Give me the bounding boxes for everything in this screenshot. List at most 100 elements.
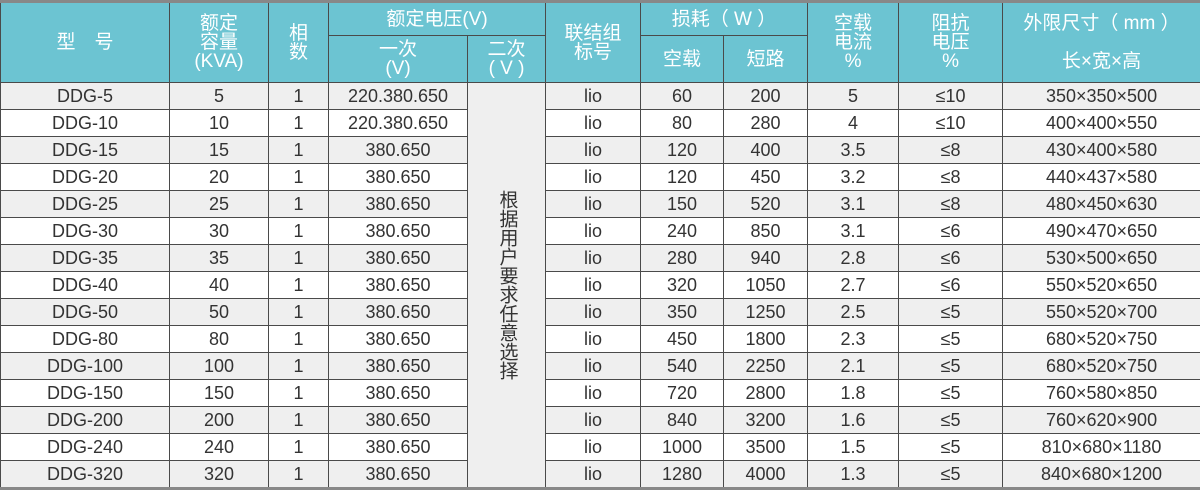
header-voltage: 额定电压(V) [329,2,546,36]
cell-primary-voltage: 380.650 [329,218,468,245]
cell-primary-voltage: 380.650 [329,434,468,461]
cell-loss-short: 1050 [724,272,808,299]
cell-primary-voltage: 380.650 [329,380,468,407]
cell-loss-short: 850 [724,218,808,245]
cell-capacity: 240 [170,434,269,461]
cell-connection: lio [546,407,641,434]
cell-noload-current: 3.2 [808,164,899,191]
cell-phases: 1 [269,164,329,191]
cell-noload-current: 2.3 [808,326,899,353]
cell-connection: lio [546,83,641,110]
cell-dimensions: 550×520×700 [1003,299,1200,326]
cell-capacity: 35 [170,245,269,272]
cell-primary-voltage: 380.650 [329,461,468,489]
cell-loss-noload: 80 [641,110,724,137]
cell-model: DDG-150 [1,380,170,407]
cell-loss-noload: 60 [641,83,724,110]
cell-capacity: 100 [170,353,269,380]
cell-loss-short: 2800 [724,380,808,407]
cell-secondary-voltage: 根据用户要求任意选择 [468,83,546,489]
cell-phases: 1 [269,407,329,434]
cell-dimensions: 760×580×850 [1003,380,1200,407]
cell-capacity: 30 [170,218,269,245]
cell-impedance: ≤8 [899,164,1003,191]
cell-dimensions: 760×620×900 [1003,407,1200,434]
cell-model: DDG-5 [1,83,170,110]
cell-phases: 1 [269,218,329,245]
header-model: 型 号 [1,2,170,83]
cell-noload-current: 3.1 [808,218,899,245]
cell-phases: 1 [269,191,329,218]
cell-impedance: ≤8 [899,191,1003,218]
cell-loss-noload: 280 [641,245,724,272]
cell-loss-short: 200 [724,83,808,110]
cell-loss-noload: 320 [641,272,724,299]
cell-dimensions: 490×470×650 [1003,218,1200,245]
cell-loss-noload: 1280 [641,461,724,489]
cell-noload-current: 3.5 [808,137,899,164]
cell-capacity: 200 [170,407,269,434]
cell-loss-short: 520 [724,191,808,218]
cell-connection: lio [546,299,641,326]
cell-loss-noload: 240 [641,218,724,245]
cell-dimensions: 480×450×630 [1003,191,1200,218]
cell-model: DDG-25 [1,191,170,218]
cell-loss-noload: 120 [641,137,724,164]
cell-capacity: 150 [170,380,269,407]
cell-primary-voltage: 380.650 [329,272,468,299]
cell-dimensions: 400×400×550 [1003,110,1200,137]
cell-dimensions: 680×520×750 [1003,353,1200,380]
cell-impedance: ≤5 [899,434,1003,461]
cell-model: DDG-10 [1,110,170,137]
cell-primary-voltage: 380.650 [329,407,468,434]
cell-model: DDG-40 [1,272,170,299]
cell-dimensions: 430×400×580 [1003,137,1200,164]
cell-capacity: 20 [170,164,269,191]
header-secondary: 二次( V ) [468,36,546,83]
cell-phases: 1 [269,299,329,326]
cell-impedance: ≤6 [899,245,1003,272]
cell-primary-voltage: 380.650 [329,245,468,272]
cell-model: DDG-100 [1,353,170,380]
cell-model: DDG-15 [1,137,170,164]
cell-phases: 1 [269,245,329,272]
cell-dimensions: 840×680×1200 [1003,461,1200,489]
cell-loss-short: 400 [724,137,808,164]
cell-phases: 1 [269,380,329,407]
cell-dimensions: 350×350×500 [1003,83,1200,110]
cell-connection: lio [546,110,641,137]
header-impedance: 阻抗电压% [899,2,1003,83]
cell-model: DDG-35 [1,245,170,272]
cell-connection: lio [546,272,641,299]
cell-primary-voltage: 380.650 [329,191,468,218]
cell-impedance: ≤10 [899,110,1003,137]
cell-primary-voltage: 380.650 [329,353,468,380]
cell-noload-current: 1.6 [808,407,899,434]
cell-impedance: ≤8 [899,137,1003,164]
cell-primary-voltage: 380.650 [329,164,468,191]
cell-loss-short: 1800 [724,326,808,353]
cell-connection: lio [546,353,641,380]
cell-impedance: ≤6 [899,272,1003,299]
cell-loss-short: 4000 [724,461,808,489]
cell-noload-current: 2.1 [808,353,899,380]
cell-noload-current: 1.3 [808,461,899,489]
cell-loss-short: 450 [724,164,808,191]
cell-dimensions: 530×500×650 [1003,245,1200,272]
cell-capacity: 320 [170,461,269,489]
cell-noload-current: 5 [808,83,899,110]
cell-connection: lio [546,164,641,191]
cell-phases: 1 [269,353,329,380]
cell-impedance: ≤5 [899,461,1003,489]
